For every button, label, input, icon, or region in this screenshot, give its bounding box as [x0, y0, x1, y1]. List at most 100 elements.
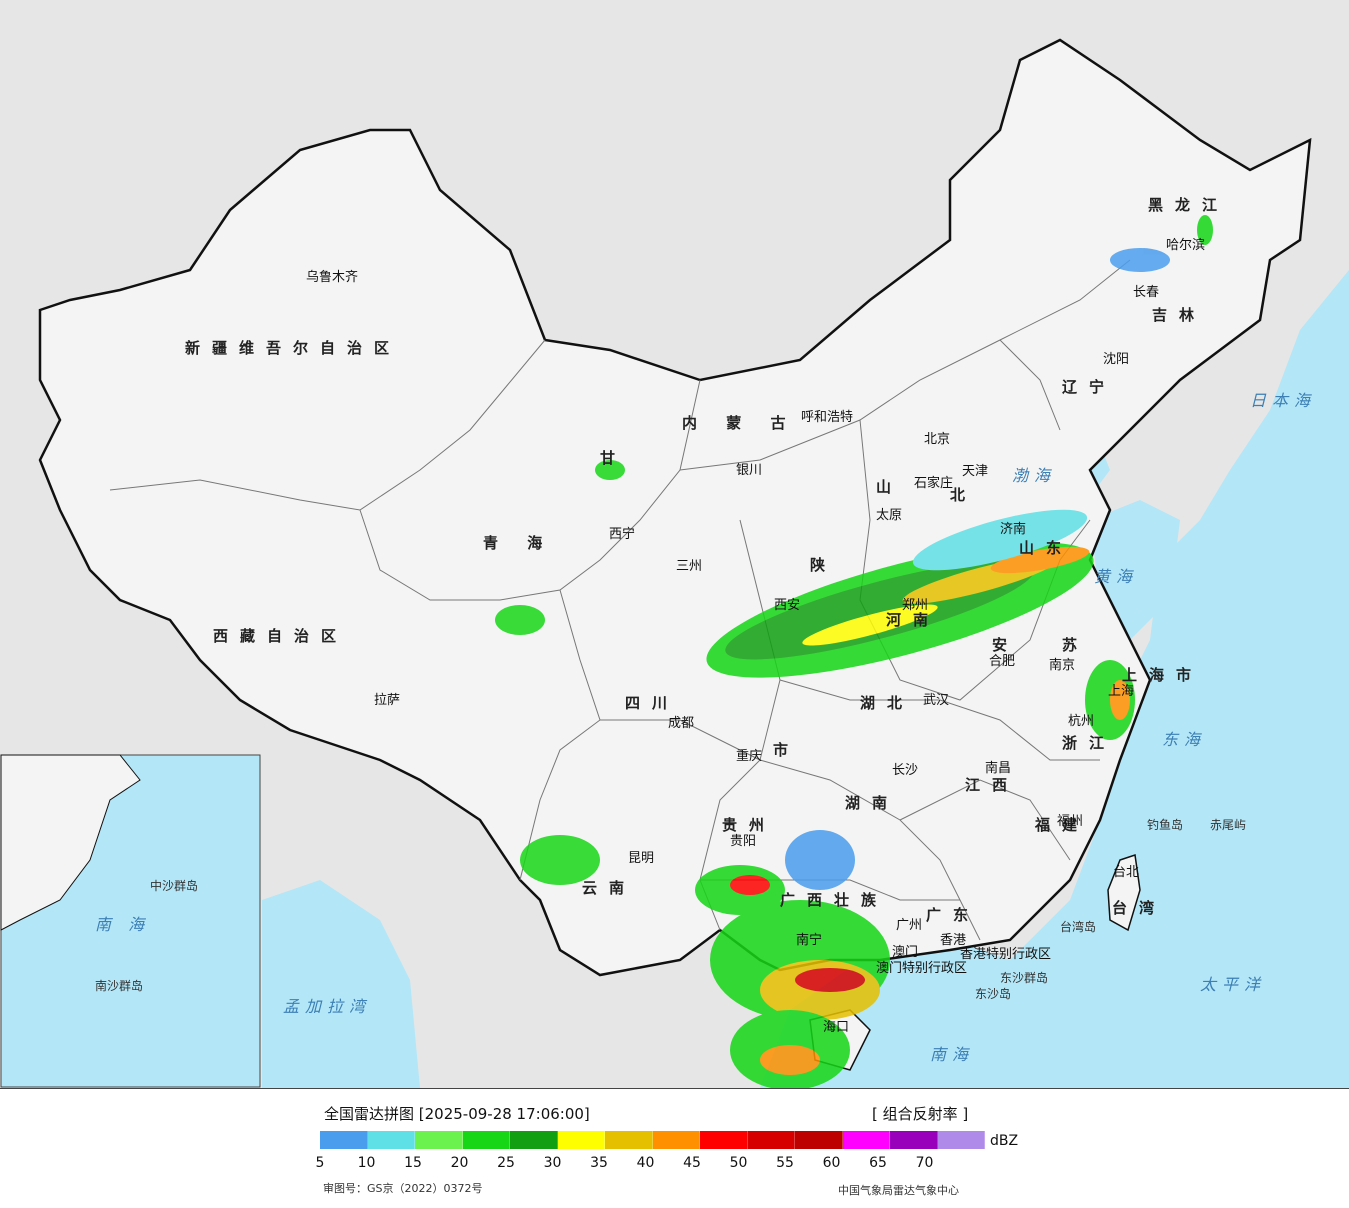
svg-text:东海: 东海 [1162, 730, 1206, 749]
region-macau-sar: 澳门特别行政区 [876, 960, 967, 976]
svg-text:太平洋: 太平洋 [1200, 975, 1266, 994]
svg-text:福州: 福州 [1057, 814, 1083, 829]
color-swatch [842, 1131, 890, 1149]
region-fujian: 福建 [1034, 816, 1089, 834]
legend-tick: 55 [776, 1155, 794, 1171]
legend-ticks: 5 10 15 20 25 30 35 40 45 50 55 60 65 70 [0, 1155, 1349, 1173]
region-chongqing: 市 [773, 741, 800, 759]
region-jiangsu: 苏 [1062, 636, 1089, 654]
region-xinjiang: 新疆维吾尔自治区 [185, 339, 401, 357]
color-swatch [937, 1131, 985, 1149]
svg-text:日本海: 日本海 [1250, 391, 1316, 410]
svg-text:杭州: 杭州 [1068, 714, 1094, 729]
svg-text:贵阳: 贵阳 [730, 834, 756, 849]
svg-text:孟加拉湾: 孟加拉湾 [283, 997, 371, 1016]
taiwan-island [1107, 854, 1141, 932]
region-hongkong-sar: 香港特别行政区 [960, 947, 1051, 962]
inset-south-china-sea: 南 海 中沙群岛 南沙群岛 [0, 754, 261, 1088]
svg-text:沈阳: 沈阳 [1103, 352, 1129, 367]
svg-text:南海: 南海 [930, 1045, 974, 1064]
svg-text:广州: 广州 [896, 918, 922, 933]
inset-sea-label: 南 海 [95, 915, 150, 934]
region-guangxi: 广西壮族 [780, 891, 888, 909]
color-swatch [795, 1131, 843, 1149]
region-shaanxi: 陕 [810, 556, 837, 574]
region-yunnan: 云南 [582, 879, 636, 897]
legend-tick: 50 [729, 1155, 748, 1171]
svg-text:西宁: 西宁 [609, 526, 635, 542]
color-swatch [605, 1131, 653, 1149]
color-swatch [462, 1131, 510, 1149]
region-shandong: 山东 [1019, 539, 1073, 557]
legend-tick: 25 [497, 1155, 515, 1171]
region-xizang: 西藏自治区 [213, 627, 348, 645]
svg-text:澳门: 澳门 [892, 944, 918, 960]
svg-text:黄海: 黄海 [1094, 567, 1138, 586]
legend-panel: 全国雷达拼图 [2025-09-28 17:06:00] [ 组合反射率 ] d… [0, 1089, 1349, 1208]
svg-text:香港: 香港 [940, 933, 966, 948]
svg-text:南京: 南京 [1049, 657, 1075, 673]
svg-text:郑州: 郑州 [902, 598, 928, 613]
legend-tick: 70 [915, 1155, 934, 1171]
svg-text:天津: 天津 [962, 464, 988, 479]
svg-text:银川: 银川 [736, 463, 762, 478]
city-labels: 乌鲁木齐 拉萨 西宁 三州 银川 呼和浩特 哈尔滨 长春 沈阳 北京 天津 石家… [306, 237, 1205, 1035]
svg-text:武汉: 武汉 [923, 693, 949, 708]
svg-text:济南: 济南 [1000, 521, 1026, 537]
svg-text:三州: 三州 [676, 559, 702, 574]
svg-text:北京: 北京 [924, 432, 950, 447]
region-anhui: 安 [992, 636, 1019, 654]
radar-echoes [10, 215, 1213, 1088]
svg-text:成都: 成都 [668, 716, 694, 731]
color-swatch [652, 1131, 700, 1149]
region-heilongjiang: 黑龙江 [1148, 196, 1229, 214]
legend-tick: 45 [683, 1155, 701, 1171]
bay-of-bengal [262, 880, 420, 1088]
region-hubei: 湖北 [860, 694, 914, 712]
legend-tick: 20 [450, 1155, 469, 1171]
color-swatch [367, 1131, 415, 1149]
region-qinghai: 青 海 [483, 534, 554, 552]
legend-title: 全国雷达拼图 [2025-09-28 17:06:00] [324, 1105, 590, 1123]
color-swatch [415, 1131, 463, 1149]
svg-text:渤海: 渤海 [1012, 466, 1056, 485]
radar-map: 南 海 中沙群岛 南沙群岛 新疆维吾尔自治区 西藏自治区 青 海 甘 内 蒙 古… [0, 0, 1349, 1089]
inset-nansha-label: 南沙群岛 [95, 978, 143, 993]
svg-text:海口: 海口 [823, 1020, 849, 1035]
legend-tick: 5 [315, 1155, 325, 1171]
svg-text:西安: 西安 [774, 598, 800, 613]
svg-text:上海: 上海 [1108, 684, 1134, 699]
svg-text:哈尔滨: 哈尔滨 [1166, 237, 1205, 253]
region-hebei: 北 [950, 486, 977, 504]
svg-text:南宁: 南宁 [796, 932, 822, 948]
legend-tick: 15 [404, 1155, 422, 1171]
sea-area [1010, 270, 1349, 1088]
sea-labels: 日本海 渤海 黄海 东海 太平洋 南海 孟加拉湾 [283, 391, 1316, 1064]
inset-zhongsha-label: 中沙群岛 [150, 878, 198, 893]
color-swatch [890, 1131, 938, 1149]
legend-tick: 30 [543, 1155, 562, 1171]
island-labels: 钓鱼岛 赤尾屿 台湾岛 东沙群岛 东沙岛 [975, 817, 1246, 1001]
region-guangdong: 广东 [926, 906, 980, 924]
svg-text:昆明: 昆明 [628, 851, 654, 866]
color-swatch [320, 1131, 368, 1149]
svg-text:长沙: 长沙 [892, 763, 918, 778]
svg-text:台北: 台北 [1113, 865, 1139, 880]
color-swatch [557, 1131, 605, 1149]
color-swatch [510, 1131, 558, 1149]
svg-text:重庆: 重庆 [736, 748, 762, 764]
svg-text:长春: 长春 [1133, 285, 1159, 300]
map-canvas: 南 海 中沙群岛 南沙群岛 新疆维吾尔自治区 西藏自治区 青 海 甘 内 蒙 古… [0, 38, 1349, 1088]
legend-tick: 60 [822, 1155, 841, 1171]
legend-tick: 40 [636, 1155, 655, 1171]
legend-unit: dBZ [990, 1133, 1019, 1149]
region-zhejiang: 浙江 [1062, 734, 1116, 752]
svg-text:拉萨: 拉萨 [374, 693, 400, 708]
region-liaoning: 辽宁 [1062, 378, 1116, 396]
svg-text:台湾岛: 台湾岛 [1060, 919, 1096, 934]
svg-text:合肥: 合肥 [989, 654, 1015, 669]
legend-tick: 65 [869, 1155, 887, 1171]
svg-text:东沙群岛: 东沙群岛 [1000, 970, 1048, 985]
region-jiangxi: 江西 [965, 776, 1019, 794]
svg-text:石家庄: 石家庄 [914, 475, 953, 491]
